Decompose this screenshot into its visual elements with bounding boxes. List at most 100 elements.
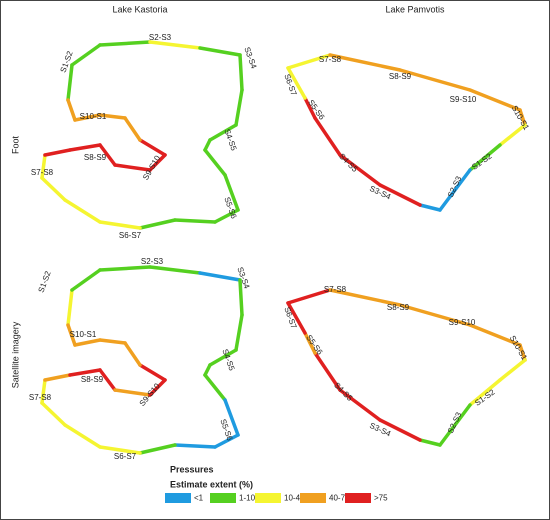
shore-segment (203, 138, 212, 152)
shore-segment (208, 123, 238, 142)
shore-segment (43, 148, 72, 157)
shore-segment (328, 53, 402, 72)
shore-segment (234, 88, 244, 127)
shore-segment (98, 368, 117, 392)
shore-segment (68, 368, 102, 377)
shore-segment (138, 443, 177, 455)
shore-segment (40, 378, 47, 405)
shore-segment (468, 323, 522, 347)
shore-segment (518, 108, 527, 127)
shore-segment (173, 443, 217, 449)
shore-segment (223, 398, 240, 437)
shore-segment (208, 348, 238, 367)
shore-segment (148, 265, 202, 275)
shore-segment (66, 323, 77, 347)
segment-label: S7-S8 (319, 55, 342, 64)
shore-segment (238, 53, 244, 92)
shore-segment (66, 288, 74, 327)
segment-label: S8-S9 (81, 375, 104, 384)
shore-segment (98, 113, 127, 120)
shore-segment (98, 445, 142, 455)
shore-segment (378, 418, 422, 442)
shore-segment (66, 63, 74, 102)
shore-segment (98, 338, 127, 345)
shore-segment (286, 53, 332, 70)
legend-swatch (300, 493, 326, 503)
column-title: Lake Pamvotis (385, 4, 445, 14)
row-label: Foot (10, 135, 20, 154)
shore-segment (303, 96, 317, 120)
shore-segment (313, 351, 342, 392)
shore-segment (198, 46, 242, 57)
shore-segment (40, 153, 47, 180)
shore-segment (40, 176, 67, 202)
shore-segment (286, 288, 332, 305)
segment-label: S10-S1 (80, 112, 107, 121)
shore-segment (468, 88, 522, 112)
legend-swatch (255, 493, 281, 503)
shore-segment (148, 40, 202, 50)
legend-title: Pressures (170, 464, 214, 474)
segment-label: S8-S9 (387, 303, 410, 312)
shore-segment (328, 288, 402, 307)
legend-swatch (165, 493, 191, 503)
segment-label: S2-S3 (141, 257, 164, 266)
shore-segment (113, 163, 152, 172)
shore-segment (378, 183, 422, 207)
shore-segment (438, 168, 472, 212)
segment-label: S7-S8 (31, 168, 54, 177)
shore-segment (518, 343, 527, 362)
legend-label: 1-10 (239, 494, 256, 503)
shore-segment (398, 68, 472, 92)
shore-segment (286, 66, 307, 100)
legend-label: 40-75 (329, 494, 350, 503)
shore-segment (498, 358, 527, 382)
shore-segment (138, 363, 167, 382)
shore-segment (438, 403, 472, 447)
shore-segment (148, 153, 167, 172)
shore-segment (73, 338, 102, 347)
legend-swatch (345, 493, 371, 503)
shore-segment (98, 143, 117, 167)
column-title: Lake Kastoria (112, 4, 167, 14)
shore-segment (198, 271, 242, 282)
legend-label: 10-40 (284, 494, 305, 503)
shore-segment (203, 363, 212, 377)
segment-label: S10-S1 (70, 330, 97, 339)
shore-segment (286, 301, 307, 335)
segment-label: S6-S7 (119, 231, 142, 240)
shore-segment (138, 138, 167, 157)
shore-segment (203, 373, 227, 402)
row-label: Satellite imagery (10, 321, 20, 388)
shore-segment (468, 378, 502, 407)
segment-label: S8-S9 (389, 72, 412, 81)
shorelines (40, 40, 527, 455)
legend: <1 1-10 10-40 40-75 >75 (165, 493, 388, 503)
shore-segment (138, 218, 177, 230)
shore-segment (73, 113, 102, 122)
shore-segment (40, 401, 67, 427)
legend-subtitle: Estimate extent (%) (170, 479, 253, 489)
shore-segment (113, 388, 152, 397)
shore-segment (203, 148, 227, 177)
shore-segment (418, 438, 442, 447)
shore-segment (123, 116, 142, 142)
shore-segment (338, 388, 382, 422)
shore-segment (63, 423, 102, 449)
shore-segment (98, 40, 152, 47)
legend-swatch (210, 493, 236, 503)
shore-segment (234, 313, 244, 352)
legend-label: <1 (194, 494, 204, 503)
shore-segment (223, 173, 240, 212)
shore-segment (66, 98, 77, 122)
segment-label: S9-S10 (449, 318, 476, 327)
shore-segment (148, 378, 167, 397)
shore-segment (418, 203, 442, 212)
shore-segment (213, 208, 240, 224)
segment-label: S6-S7 (114, 452, 137, 461)
shore-segment (398, 303, 472, 327)
shore-segment (313, 116, 342, 157)
shore-segment (303, 331, 317, 355)
